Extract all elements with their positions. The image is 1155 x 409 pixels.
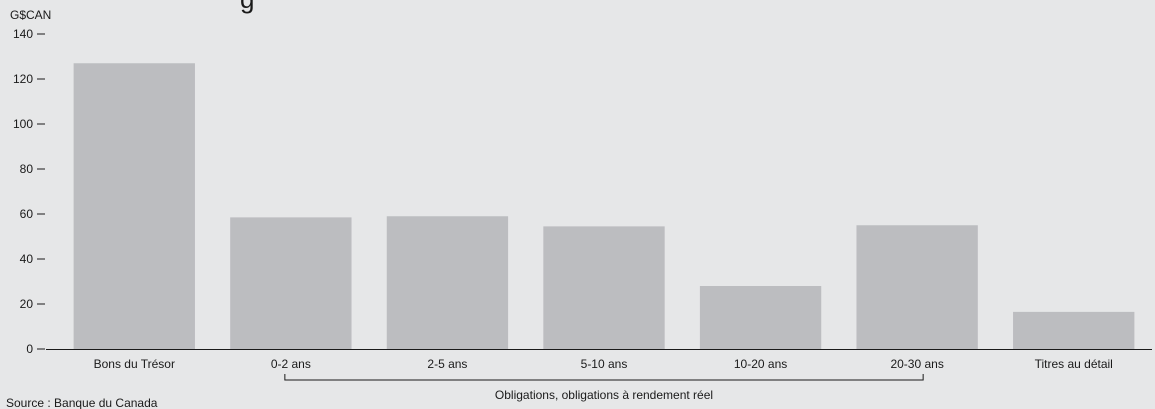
y-tick-label: 100	[13, 117, 33, 131]
x-tick-label: 0-2 ans	[271, 357, 311, 371]
y-tick-label: 80	[20, 162, 34, 176]
y-tick-label: 20	[20, 297, 34, 311]
title-fragment: g	[240, 0, 254, 14]
y-tick-label: 140	[13, 27, 33, 41]
source-note: Source : Banque du Canada	[6, 396, 158, 409]
x-axis-labels: Bons du Trésor 0-2 ans 2-5 ans 5-10 ans 10-2…	[94, 357, 1113, 371]
bar	[73, 63, 195, 349]
group-bracket: Obligations, obligations à rendement rée…	[284, 374, 924, 402]
y-tick-label: 120	[13, 72, 33, 86]
bar	[699, 286, 822, 349]
x-tick-label: 10-20 ans	[734, 357, 787, 371]
x-tick-label: 20-30 ans	[890, 357, 943, 371]
bar	[386, 216, 509, 349]
x-tick-label: Titres au détail	[1035, 357, 1113, 371]
bar	[230, 217, 352, 349]
bars-group	[73, 63, 1135, 349]
bar	[1013, 311, 1135, 349]
y-tick-label: 0	[26, 342, 33, 356]
y-tick-label: 40	[20, 252, 34, 266]
x-tick-label: Bons du Trésor	[94, 357, 175, 371]
y-axis: 0 20 40 60 80 100 120 140	[13, 27, 45, 356]
group-label: Obligations, obligations à rendement rée…	[495, 388, 713, 402]
bar	[543, 226, 665, 349]
x-tick-label: 2-5 ans	[427, 357, 467, 371]
x-tick-label: 5-10 ans	[581, 357, 628, 371]
bar	[856, 225, 978, 349]
y-tick-label: 60	[20, 207, 34, 221]
y-axis-unit-label: G$CAN	[10, 8, 51, 22]
group-bracket-line	[284, 374, 924, 381]
